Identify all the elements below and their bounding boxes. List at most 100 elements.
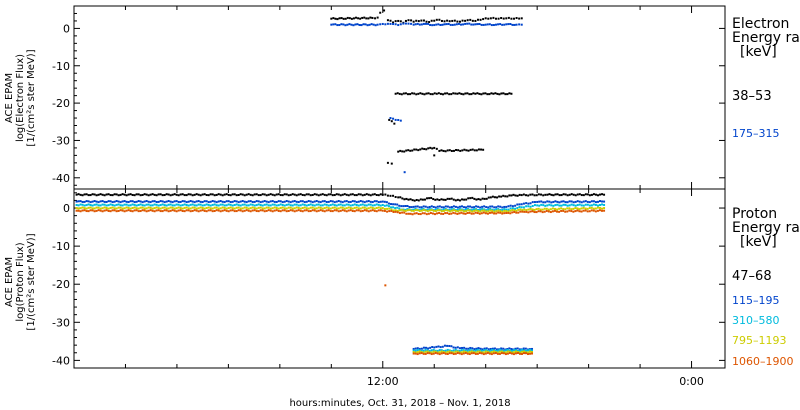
proton-point-s0 (473, 197, 476, 200)
proton-point-s4 (77, 209, 80, 212)
proton-point-s0 (554, 193, 557, 196)
proton-point-s0 (436, 198, 439, 201)
proton-point-s0 (167, 193, 170, 196)
proton-point-s3 (291, 207, 294, 210)
proton-point-s4 (416, 353, 419, 356)
electron-point-s1 (488, 23, 491, 26)
proton-point-s0 (537, 193, 540, 196)
proton-point-s4 (405, 212, 408, 215)
proton-point-s1 (275, 200, 278, 203)
proton-point-s1 (462, 206, 465, 209)
proton-point-s0 (574, 194, 577, 197)
proton-point-s1 (514, 347, 517, 350)
proton-point-s3 (261, 207, 264, 210)
proton-panel: 0-10-20-30-40 12:00 0:00 ACE EPAM log(Pro… (4, 188, 800, 409)
proton-point-s3 (434, 210, 437, 213)
proton-point-s1 (477, 347, 480, 350)
electron-point-s0 (448, 149, 451, 152)
proton-point-s2 (529, 348, 532, 351)
proton-point-s2 (93, 203, 96, 206)
proton-point-s1 (439, 346, 442, 349)
electron-point-s0 (450, 93, 453, 96)
proton-point-s3 (99, 207, 102, 210)
proton-point-s0 (365, 193, 368, 196)
proton-point-s0 (485, 197, 488, 200)
proton-point-s1 (452, 205, 455, 208)
proton-point-s1 (529, 202, 532, 205)
proton-point-s2 (510, 349, 513, 352)
proton-point-s3 (205, 206, 208, 209)
proton-point-s2 (487, 208, 490, 211)
electron-point-s0 (515, 17, 518, 20)
proton-point-s2 (509, 207, 512, 210)
proton-point-s4 (259, 209, 262, 212)
proton-point-s1 (599, 200, 602, 203)
proton-point-s4 (201, 209, 204, 212)
electron-point-s0 (407, 149, 410, 152)
proton-point-s4 (450, 352, 453, 355)
proton-point-s3 (223, 206, 226, 209)
proton-point-s3 (598, 206, 601, 209)
electron-point-s0 (513, 17, 516, 20)
proton-point-s0 (327, 193, 330, 196)
proton-point-s3 (347, 206, 350, 209)
proton-point-s4 (422, 352, 425, 355)
proton-point-s2 (524, 350, 527, 353)
proton-point-s1 (458, 347, 461, 350)
proton-point-s3 (323, 207, 326, 210)
proton-point-s4 (442, 212, 445, 215)
proton-point-s3 (388, 207, 391, 210)
proton-point-s4 (197, 210, 200, 213)
proton-point-s4 (379, 209, 382, 212)
electron-point-s1 (416, 22, 419, 25)
proton-point-s0 (512, 193, 515, 196)
proton-point-s3 (235, 206, 238, 209)
proton-point-s1 (299, 200, 302, 203)
proton-point-s1 (540, 200, 543, 203)
proton-point-s0 (149, 193, 152, 196)
proton-point-s2 (161, 203, 164, 206)
proton-point-s1 (514, 204, 517, 207)
electron-point-s0 (427, 147, 430, 150)
proton-point-s3 (596, 206, 599, 209)
proton-point-s0 (237, 194, 240, 197)
proton-point-s3 (153, 207, 156, 210)
electron-point-s0 (492, 92, 495, 95)
proton-point-s0 (479, 198, 482, 201)
proton-point-s1 (520, 203, 523, 206)
proton-point-s1 (203, 200, 206, 203)
electron-point-s1 (354, 23, 357, 26)
proton-point-s1 (273, 200, 276, 203)
proton-point-s0 (504, 195, 507, 198)
proton-point-s4 (396, 211, 399, 214)
electron-point-s1 (476, 23, 479, 26)
proton-point-s3 (482, 351, 485, 354)
proton-point-s4 (299, 209, 302, 212)
proton-point-s2 (197, 203, 200, 206)
proton-point-s3 (454, 350, 457, 353)
proton-point-s3 (461, 209, 464, 212)
proton-point-s4 (480, 352, 483, 355)
proton-point-s1 (231, 200, 234, 203)
proton-point-s4 (478, 352, 481, 355)
proton-point-s3 (115, 207, 118, 210)
proton-point-s4 (415, 212, 418, 215)
proton-point-s1 (157, 200, 160, 203)
proton-point-s1 (454, 205, 457, 208)
electron-point-s0 (497, 17, 500, 20)
proton-point-s4 (209, 209, 212, 212)
proton-point-s3 (426, 350, 429, 353)
proton-point-s4 (111, 209, 114, 212)
proton-point-s1 (510, 348, 513, 351)
proton-point-s1 (241, 200, 244, 203)
proton-point-s4 (87, 210, 90, 213)
proton-point-s3 (440, 210, 443, 213)
electron-point-s0 (397, 150, 400, 153)
proton-point-s4 (133, 209, 136, 212)
proton-point-s3 (547, 208, 550, 211)
proton-point-s4 (490, 353, 493, 356)
proton-point-s1 (127, 201, 130, 204)
proton-point-s4 (466, 352, 469, 355)
proton-point-s2 (572, 204, 575, 207)
proton-point-s1 (436, 205, 439, 208)
